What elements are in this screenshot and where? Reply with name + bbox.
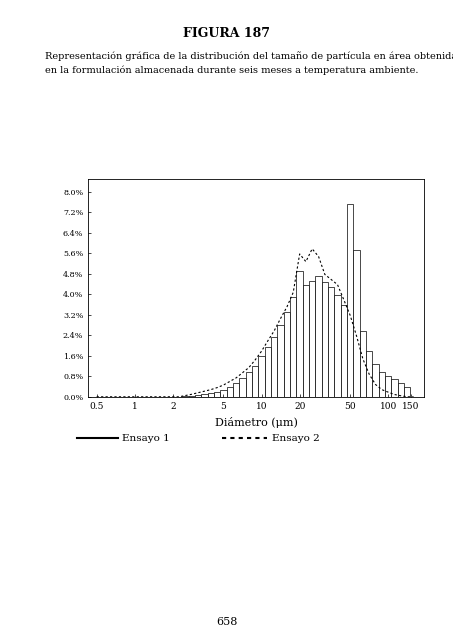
- Bar: [315, 276, 322, 397]
- Text: Diámetro (μm): Diámetro (μm): [215, 417, 297, 428]
- Bar: [366, 351, 372, 397]
- Bar: [341, 305, 347, 397]
- Bar: [233, 383, 239, 397]
- Bar: [322, 282, 328, 397]
- Bar: [271, 337, 277, 397]
- Text: Ensayo 1: Ensayo 1: [122, 434, 170, 443]
- Bar: [296, 271, 303, 397]
- Bar: [214, 392, 220, 397]
- Bar: [379, 372, 385, 397]
- Bar: [220, 390, 226, 397]
- Bar: [404, 387, 410, 397]
- Bar: [188, 396, 195, 397]
- Bar: [347, 204, 353, 397]
- Bar: [207, 393, 214, 397]
- Text: 658: 658: [216, 617, 237, 627]
- Bar: [201, 394, 207, 397]
- Text: Representación gráfica de la distribución del tamaño de partícula en área obteni: Representación gráfica de la distribució…: [45, 51, 453, 61]
- Bar: [303, 285, 309, 397]
- Bar: [284, 312, 290, 397]
- Bar: [252, 366, 258, 397]
- Bar: [309, 281, 315, 397]
- Bar: [391, 380, 398, 397]
- Bar: [290, 297, 296, 397]
- Text: FIGURA 187: FIGURA 187: [183, 27, 270, 40]
- Bar: [385, 376, 391, 397]
- Bar: [353, 250, 360, 397]
- Bar: [239, 378, 246, 397]
- Bar: [195, 395, 201, 397]
- Bar: [360, 331, 366, 397]
- Bar: [328, 287, 334, 397]
- Bar: [226, 387, 233, 397]
- Bar: [398, 383, 404, 397]
- Bar: [334, 295, 341, 397]
- Text: en la formulación almacenada durante seis meses a temperatura ambiente.: en la formulación almacenada durante sei…: [45, 65, 419, 75]
- Bar: [372, 364, 379, 397]
- Bar: [277, 325, 284, 397]
- Text: Ensayo 2: Ensayo 2: [272, 434, 319, 443]
- Bar: [246, 372, 252, 397]
- Bar: [265, 347, 271, 397]
- Bar: [258, 356, 265, 397]
